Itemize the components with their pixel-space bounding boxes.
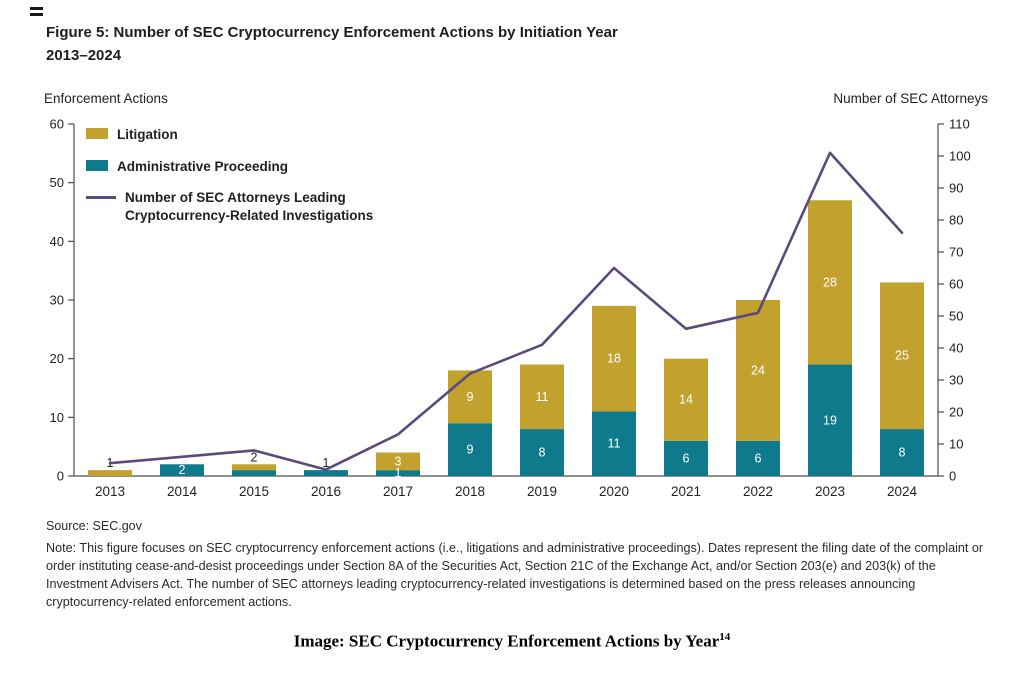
left-tick-label: 20	[50, 351, 64, 366]
bar-label-2021: 6	[683, 451, 690, 465]
x-axis-label-2016: 2016	[311, 484, 341, 499]
bar-segment-litigation-2013	[88, 470, 132, 476]
bar-segment-litigation-2022	[736, 300, 780, 441]
bar-segment-admin-2019	[520, 429, 564, 476]
bar-label-2017: 3	[395, 454, 402, 468]
right-tick-label: 50	[949, 309, 963, 324]
bar-segment-litigation-2024	[880, 282, 924, 430]
bar-label-2022: 6	[755, 451, 762, 465]
bar-segment-litigation-2020	[592, 305, 636, 412]
source-text: Source: SEC.gov	[46, 519, 142, 533]
x-axis-label-2013: 2013	[95, 484, 125, 499]
bar-segment-admin-2020	[592, 411, 636, 476]
left-tick-label: 40	[50, 234, 64, 249]
bar-label-2024: 8	[899, 446, 906, 460]
bar-label-2024: 25	[895, 349, 909, 363]
x-axis-label-2020: 2020	[599, 484, 629, 499]
x-axis-label-2017: 2017	[383, 484, 413, 499]
bar-label-2015: 2	[251, 450, 258, 464]
bar-label-2021: 14	[679, 393, 693, 407]
attorneys-line-swatch	[86, 196, 116, 200]
right-tick-label: 90	[949, 181, 963, 196]
left-tick-label: 10	[50, 410, 64, 425]
x-axis-label-2023: 2023	[815, 484, 845, 499]
caption-superscript: 14	[719, 631, 731, 643]
chart-area: 0 10 20 30 40 50 60 0 10 20 30 40 50 60 70 80 90 100 110 1 2…	[36, 114, 986, 506]
figure-caption: Image: SEC Cryptocurrency Enforcement Ac…	[0, 631, 1024, 652]
x-axis-label-2015: 2015	[239, 484, 269, 499]
chart-legend: Litigation Administrative Proceeding Num…	[86, 126, 373, 224]
figure-title-line-2: 2013–2024	[46, 46, 122, 64]
left-tick-label: 60	[50, 117, 64, 132]
right-tick-label: 70	[949, 245, 963, 260]
x-axis-label-2019: 2019	[527, 484, 557, 499]
legend-item-administrative-proceeding: Administrative Proceeding	[86, 158, 373, 176]
bar-label-2020: 18	[607, 352, 621, 366]
right-axis-title: Number of SEC Attorneys	[833, 91, 988, 106]
right-tick-label: 60	[949, 277, 963, 292]
bar-label-2019: 11	[536, 390, 549, 404]
figure-title: Figure 5: Number of SEC Cryptocurrency E…	[46, 22, 618, 67]
bar-segment-litigation-2018	[448, 370, 492, 424]
bar-label-2018: 9	[467, 390, 474, 404]
legend-label-sec-attorneys: Number of SEC Attorneys Leading Cryptocu…	[125, 190, 374, 223]
right-tick-label: 40	[949, 341, 963, 356]
bar-segment-litigation-2019	[520, 364, 564, 430]
x-axis-label-2024: 2024	[887, 484, 918, 499]
caption-text: Image: SEC Cryptocurrency Enforcement Ac…	[293, 631, 720, 651]
figure-title-line-1: Figure 5: Number of SEC Cryptocurrency E…	[46, 24, 618, 41]
right-tick-label: 10	[949, 437, 963, 452]
bar-segment-litigation-2023	[808, 200, 852, 365]
left-tick-label: 0	[57, 469, 64, 484]
right-tick-label: 100	[949, 149, 971, 164]
right-tick-label: 110	[949, 117, 970, 132]
right-tick-label: 0	[949, 469, 956, 484]
bar-label-2023: 19	[823, 413, 837, 427]
bar-label-2022: 24	[751, 363, 765, 377]
bar-label-2023: 28	[823, 275, 837, 289]
legend-label-litigation: Litigation	[117, 127, 178, 142]
bar-segment-admin-2016	[304, 470, 348, 476]
bar-segment-admin-2015	[232, 470, 276, 476]
bar-segment-admin-2017	[376, 470, 420, 476]
bar-segment-litigation-2021	[664, 358, 708, 441]
enforcement-actions-chart: 0 10 20 30 40 50 60 0 10 20 30 40 50 60 70 80 90 100 110 1 2…	[50, 117, 971, 500]
legend-item-sec-attorneys-line: Number of SEC Attorneys Leading Cryptocu…	[86, 189, 373, 224]
right-tick-label: 30	[949, 373, 963, 388]
bar-segment-litigation-2017	[376, 452, 420, 471]
legend-label-administrative-proceeding: Administrative Proceeding	[117, 158, 289, 174]
bar-segment-litigation-2015	[232, 464, 276, 471]
bar-label-2017: 1	[395, 466, 402, 480]
bar-label-2016: 1	[323, 456, 330, 470]
bar-label-2014: 2	[179, 463, 186, 477]
left-tick-label: 50	[50, 175, 64, 190]
bar-label-2019: 8	[539, 446, 546, 460]
x-axis-label-2022: 2022	[743, 484, 773, 499]
left-tick-label: 30	[50, 293, 64, 308]
litigation-swatch	[86, 128, 108, 139]
bar-segment-admin-2024	[880, 429, 924, 476]
right-tick-label: 80	[949, 213, 963, 228]
right-tick-label: 20	[949, 405, 963, 420]
x-axis-label-2021: 2021	[671, 484, 701, 499]
bar-segment-admin-2018	[448, 423, 492, 476]
administrative-proceeding-swatch	[86, 159, 108, 171]
scan-artifact-mark	[30, 7, 43, 16]
bar-segment-admin-2022	[736, 440, 780, 476]
sec-attorneys-line	[108, 151, 904, 471]
left-axis-title: Enforcement Actions	[44, 91, 168, 106]
note-text: Note: This figure focuses on SEC cryptoc…	[46, 541, 984, 609]
bar-segment-admin-2014	[160, 464, 204, 476]
legend-item-litigation: Litigation	[86, 126, 373, 144]
bar-segment-admin-2021	[664, 440, 708, 476]
x-axis-label-2018: 2018	[455, 484, 485, 499]
bar-label-2018: 9	[467, 443, 474, 457]
bar-segment-admin-2023	[808, 364, 852, 476]
x-axis-label-2014: 2014	[167, 484, 198, 499]
bar-label-2020: 11	[608, 437, 621, 451]
